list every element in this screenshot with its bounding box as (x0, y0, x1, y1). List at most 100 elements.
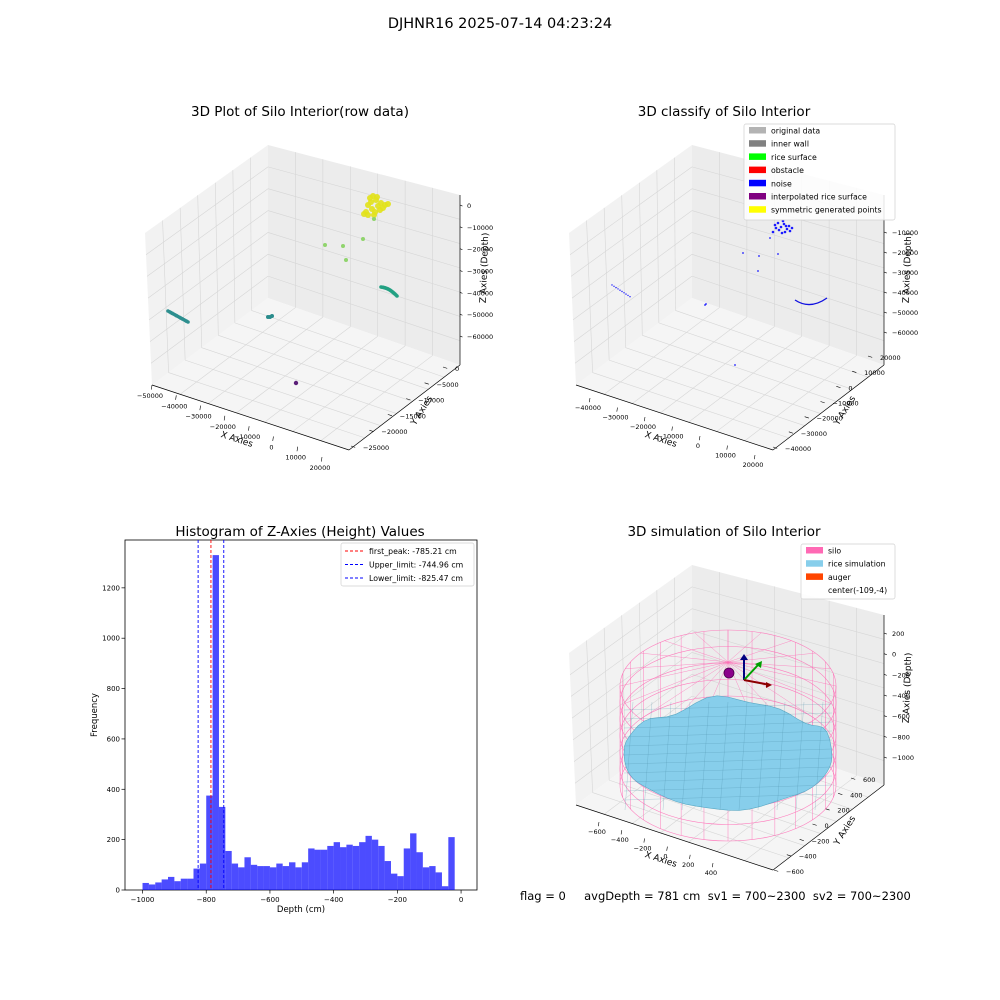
rice-mesh-line (623, 766, 833, 774)
tick-label: −20000 (817, 415, 843, 423)
tick-label: 20000 (880, 354, 901, 362)
histogram-legend: first_peak: -785.21 cm Upper_limit: -744.… (340, 542, 475, 587)
grid-line (744, 355, 857, 441)
tick-mark (838, 793, 843, 796)
pane-left (569, 145, 692, 385)
tick-label: −400 (324, 896, 343, 904)
tick-label: −40000 (161, 402, 187, 410)
tick-mark (883, 653, 887, 655)
silo-roof (727, 661, 837, 687)
tick-mark (459, 204, 463, 207)
pane-left (145, 145, 268, 385)
rice-mesh-line (623, 712, 833, 720)
grid-line (251, 310, 445, 378)
data-point (621, 290, 623, 293)
tick-mark (459, 270, 463, 272)
tick-label: −40000 (785, 445, 811, 453)
data-point (368, 199, 374, 205)
grid-line (691, 275, 885, 341)
classify-z-axis-label: Z Axies (Depth) (902, 233, 914, 304)
grid-line (609, 359, 805, 426)
data-point (629, 296, 631, 298)
rice-mesh-line (623, 739, 833, 747)
histogram-bar (257, 866, 264, 890)
grid-line (609, 779, 805, 846)
tick-label: 0 (696, 442, 700, 450)
histogram-bar (352, 845, 360, 890)
simulation-3d-x-ticks: −600 −400 −200 0 200 400 (588, 821, 717, 877)
tick-label: −10000 (467, 224, 493, 232)
grid-line (691, 630, 885, 689)
tick-label: −1000 (131, 896, 155, 904)
histogram-y-ticks: 0 200 400 600 800 1000 1200 (102, 584, 125, 895)
histogram-bar (333, 842, 341, 890)
grid-line (658, 322, 853, 390)
tick-label: 0 (848, 384, 852, 392)
legend-label: symmetric generated points (771, 206, 882, 215)
data-point (787, 224, 791, 228)
tick-label: −40000 (467, 289, 493, 297)
data-point (293, 380, 299, 386)
grid-line (569, 166, 693, 255)
tick-mark (883, 715, 887, 717)
tick-label: −600 (892, 713, 910, 721)
histogram-bar (244, 857, 251, 890)
tick-mark (620, 830, 623, 835)
tick-label: −600 (588, 828, 606, 836)
legend-label: rice surface (771, 153, 817, 162)
grid-line (267, 232, 461, 293)
histogram-x-ticks: −1000 −800 −600 −400 −200 0 (131, 890, 463, 904)
grid-line (201, 347, 397, 414)
grid-line (592, 372, 789, 439)
data-point (757, 270, 759, 272)
grid-line (214, 182, 219, 336)
tick-label: 600 (107, 735, 120, 743)
grid-line (675, 310, 869, 378)
grid-line (179, 207, 186, 361)
grid-line (691, 210, 885, 269)
tick-mark (883, 674, 887, 676)
grid-line (573, 254, 693, 342)
tick-mark (812, 823, 817, 826)
data-point (734, 364, 736, 366)
simulation-x-axis-label: X Axies (643, 850, 678, 870)
grid-line (586, 220, 593, 373)
tick-mark (387, 414, 393, 417)
tick-mark (616, 407, 618, 412)
tick-mark (151, 384, 153, 390)
tick-label: −50000 (892, 309, 918, 317)
histogram-y-axis-label: Frequency (90, 693, 100, 737)
tick-mark (883, 271, 887, 274)
histogram-bar (199, 863, 207, 890)
silo-roof (727, 652, 816, 663)
data-point (790, 226, 794, 230)
histogram-bar (238, 867, 245, 890)
legend-label: noise (771, 179, 792, 188)
simulation-z-axis-label: Z Axies (Depth) (902, 653, 914, 724)
tick-label: 20000 (743, 461, 764, 469)
data-point (774, 226, 778, 230)
grid-line (569, 586, 693, 675)
data-point (341, 244, 345, 248)
data-point (611, 284, 613, 286)
histogram-bar (410, 833, 417, 890)
tick-label: −200 (812, 837, 830, 845)
panel-simulation-3d: 3D simulation of Silo Interior −600−400−… (569, 524, 914, 877)
rice-mesh-line (643, 701, 653, 811)
tick-label: −200 (634, 844, 652, 852)
pane-floor (152, 298, 460, 450)
tick-mark (852, 370, 857, 373)
grid-line (150, 275, 269, 364)
tick-mark (804, 416, 809, 419)
y-axis-line (348, 364, 461, 451)
tick-mark (644, 416, 646, 422)
tick-mark (850, 777, 856, 780)
grid-line (292, 345, 406, 432)
data-point (361, 237, 365, 241)
silo-roof (619, 661, 729, 687)
data-point (372, 217, 376, 221)
tick-mark (788, 431, 794, 434)
tick-mark (726, 445, 728, 450)
tick-mark (883, 756, 887, 759)
grid-line (674, 577, 676, 731)
